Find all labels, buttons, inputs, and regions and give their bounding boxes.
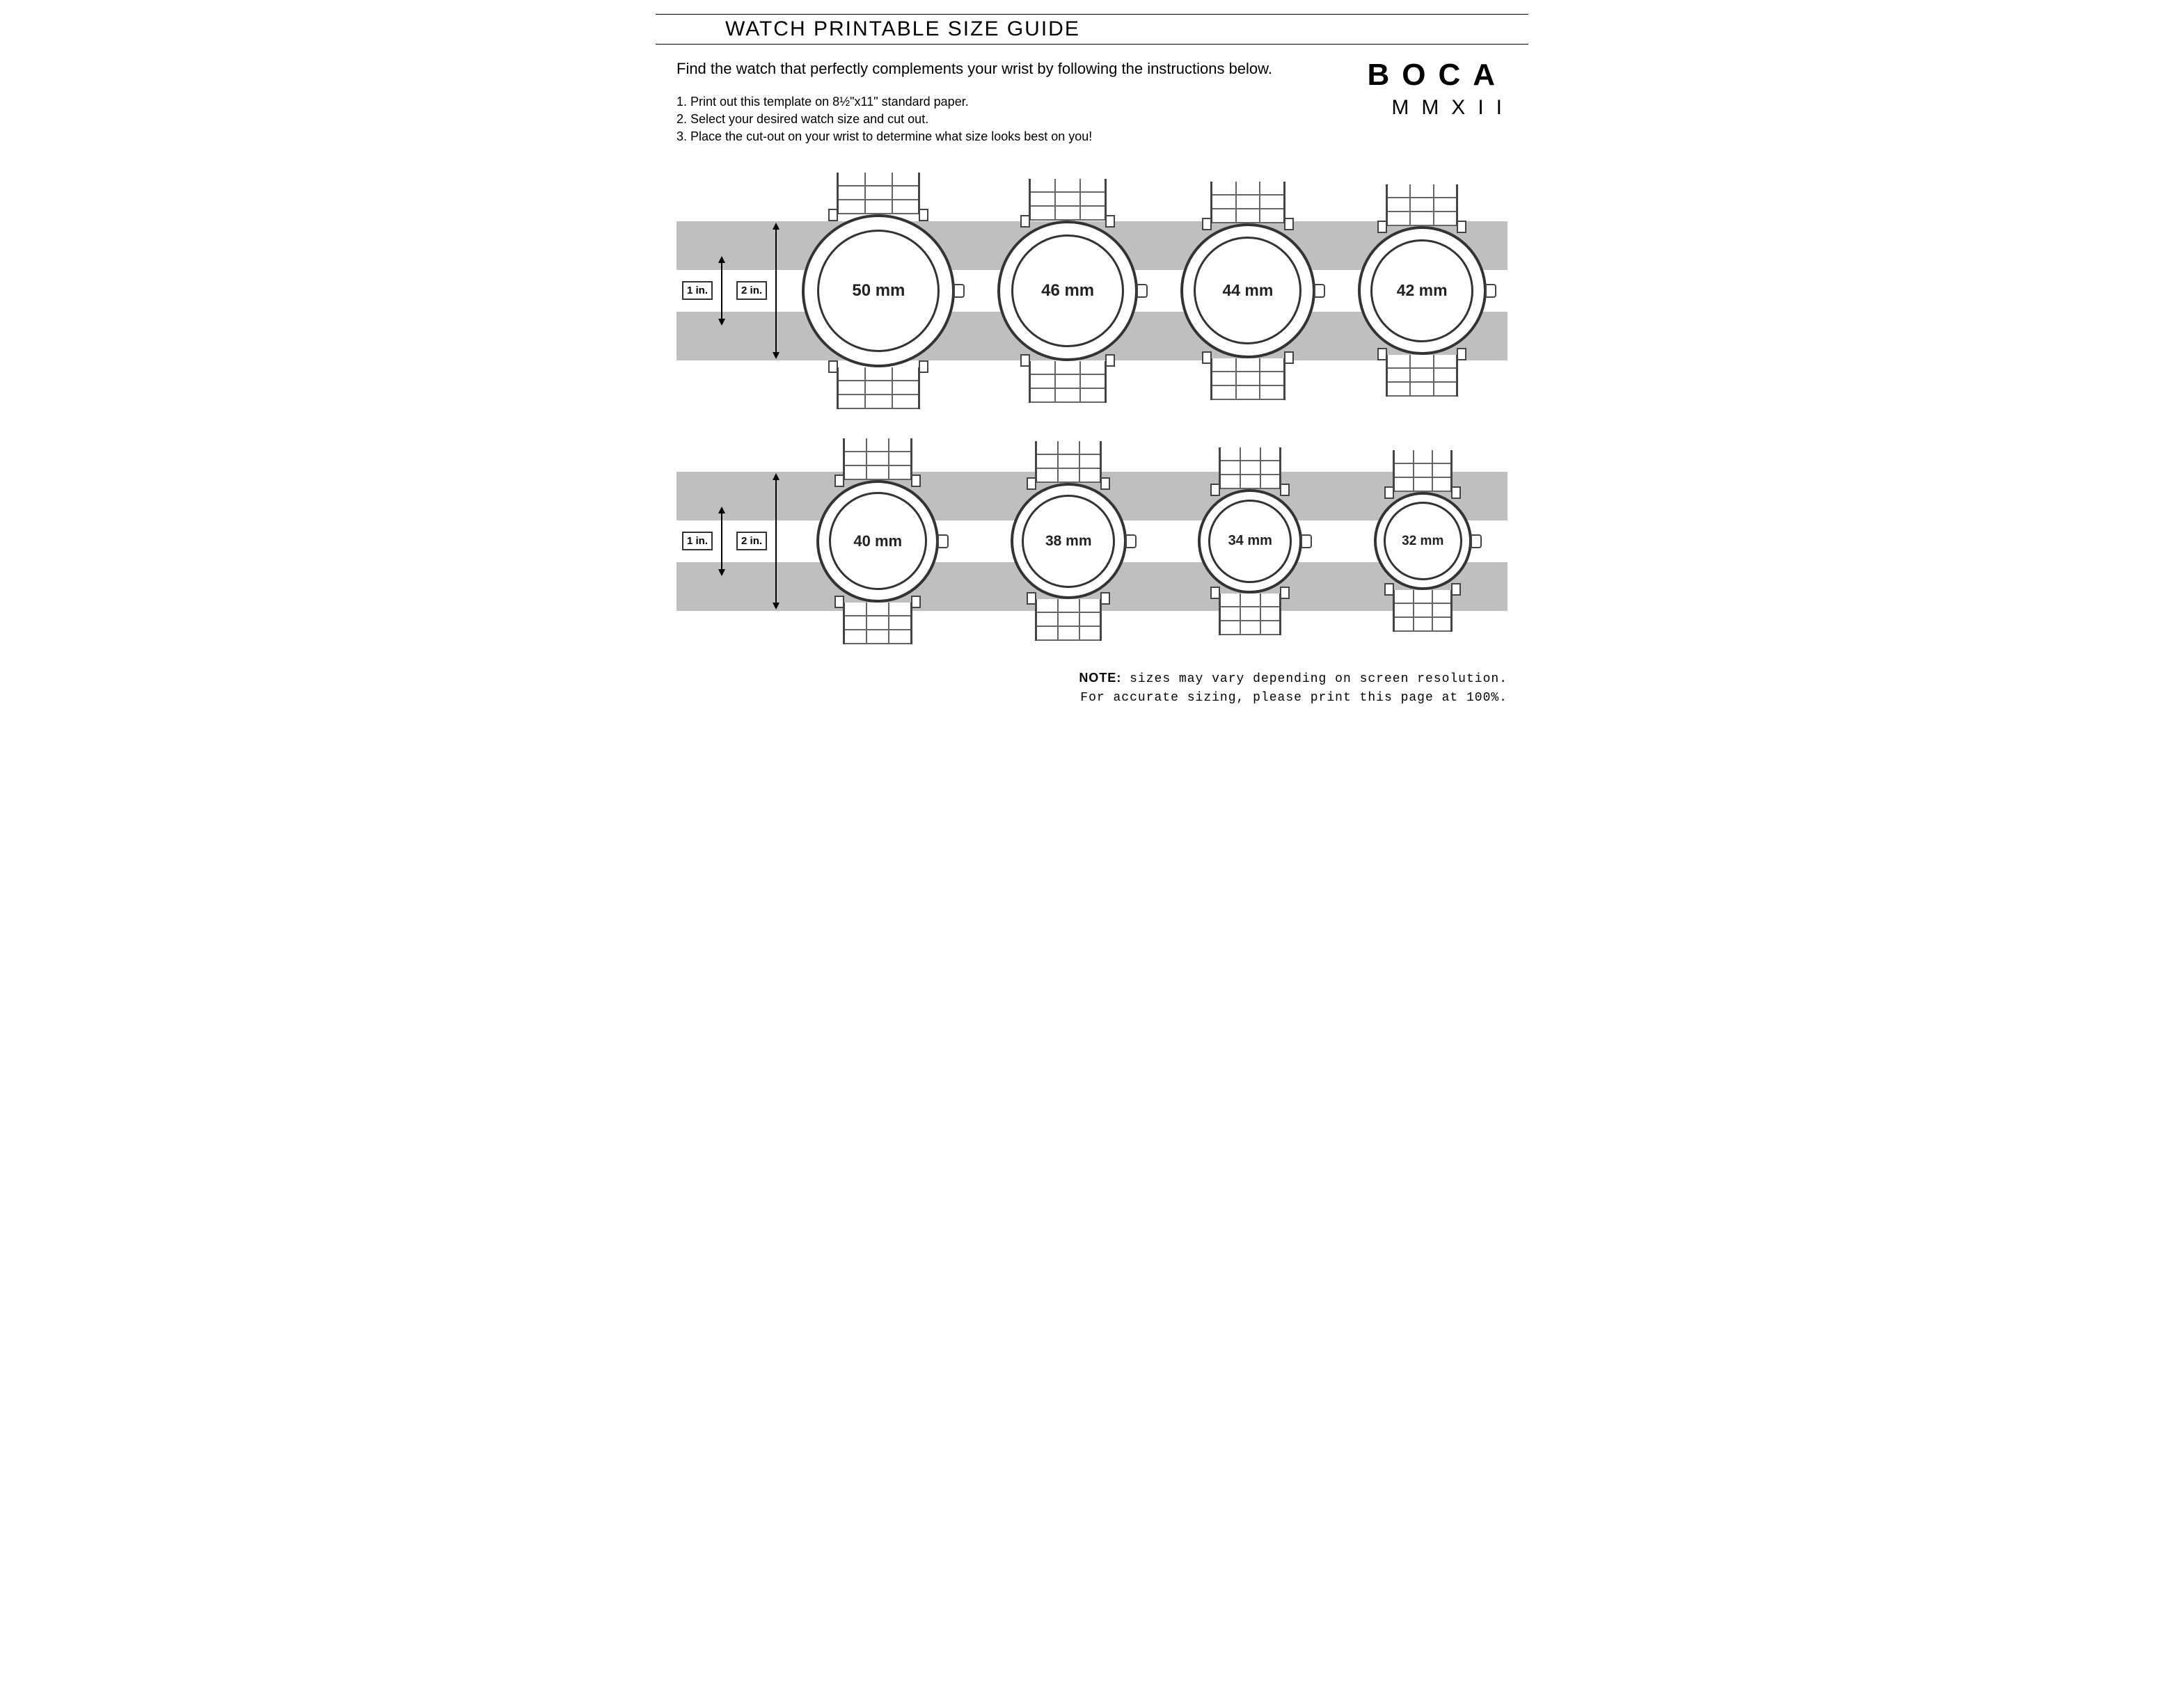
watch-dial: 50 mm [817,230,940,352]
size-row: 1 in. 2 in. 50 mm 46 mm 44 mm 42 mm [676,173,1508,409]
watch: 40 mm [816,438,939,644]
watch-size-label: 42 mm [1397,281,1448,300]
watch: 44 mm [1180,182,1315,400]
watch-dial: 32 mm [1384,502,1462,580]
watch-face-wrap: 40 mm [816,480,939,603]
crown-icon [1485,284,1496,298]
ruler-label: 2 in. [736,532,767,550]
watch-bezel: 32 mm [1374,492,1472,590]
watch: 32 mm [1374,450,1472,632]
crown-icon [1471,534,1482,548]
ruler-group: 1 in. 2 in. [676,423,774,660]
watch-size-label: 44 mm [1222,281,1273,300]
crown-icon [1137,284,1148,298]
watch-face-wrap: 42 mm [1358,226,1487,355]
watch-bezel: 44 mm [1180,223,1315,358]
intro-steps: 1. Print out this template on 8½"x11" st… [676,93,1272,146]
watch-face-wrap: 46 mm [997,221,1138,361]
watch-face-wrap: 32 mm [1374,492,1472,590]
watch-band [837,367,920,409]
watch-bezel: 40 mm [816,480,939,603]
watch: 38 mm [1011,441,1127,641]
watch-face-wrap: 34 mm [1198,489,1302,594]
crown-icon [1125,534,1137,548]
watch-band [1035,441,1102,483]
ruler-arrow-icon [717,508,727,575]
note-line-2: For accurate sizing, please print this p… [1080,691,1508,705]
watch-band [1386,355,1458,397]
watch: 34 mm [1198,447,1302,635]
watch-band [1219,594,1281,635]
crown-icon [1314,284,1325,298]
ruler-label: 2 in. [736,281,767,300]
size-rows: 1 in. 2 in. 50 mm 46 mm 44 mm 42 mm 1 in. 2 in.… [642,173,1542,660]
crown-icon [1301,534,1312,548]
watch-face-wrap: 44 mm [1180,223,1315,358]
watch-band [843,438,912,480]
note-label: NOTE: [1079,671,1121,685]
watch-bezel: 34 mm [1198,489,1302,594]
watch-group: 40 mm 38 mm 34 mm 32 mm [781,423,1508,660]
footnote: NOTE: sizes may vary depending on screen… [642,660,1542,707]
step-1: 1. Print out this template on 8½"x11" st… [676,93,1272,111]
watch-band [1035,599,1102,641]
watch-dial: 46 mm [1011,234,1124,347]
intro-copy: Find the watch that perfectly complement… [676,60,1272,146]
ruler-arrow-icon [771,475,781,608]
brand-logo: BOCA MMXII [1367,60,1508,118]
watch-dial: 40 mm [829,492,927,590]
watch-band [837,173,920,214]
watch-band [843,603,912,644]
ruler-arrow-icon [771,224,781,358]
watch: 46 mm [997,179,1138,403]
watch-group: 50 mm 46 mm 44 mm 42 mm [781,173,1508,409]
watch-band [1210,358,1285,400]
watch-size-label: 46 mm [1041,281,1094,301]
watch-dial: 34 mm [1208,500,1292,583]
ruler-label: 1 in. [682,532,713,550]
intro-section: Find the watch that perfectly complement… [642,45,1542,159]
brand-line-2: MMXII [1367,97,1514,118]
ruler: 2 in. [736,475,781,608]
watch-bezel: 38 mm [1011,483,1127,599]
watch-band [1029,361,1107,403]
ruler-group: 1 in. 2 in. [676,173,774,409]
step-3: 3. Place the cut-out on your wrist to de… [676,128,1272,145]
watch-dial: 44 mm [1194,237,1301,344]
watch: 42 mm [1358,184,1487,397]
watch-face-wrap: 38 mm [1011,483,1127,599]
watch-band [1029,179,1107,221]
watch-dial: 42 mm [1370,239,1473,342]
ruler: 1 in. [682,257,727,324]
watch-band [1219,447,1281,489]
watch-size-label: 40 mm [853,532,902,550]
watch-face-wrap: 50 mm [802,214,955,367]
watch-bezel: 46 mm [997,221,1138,361]
ruler: 1 in. [682,508,727,575]
watch-band [1393,450,1453,492]
watch-dial: 38 mm [1022,495,1115,588]
page-title: WATCH PRINTABLE SIZE GUIDE [642,15,1542,44]
note-line-1: sizes may vary depending on screen resol… [1121,672,1508,686]
crown-icon [953,284,965,298]
size-row: 1 in. 2 in. 40 mm 38 mm 34 mm 32 mm [676,423,1508,660]
watch-band [1386,184,1458,226]
watch-band [1210,182,1285,223]
watch-size-label: 32 mm [1402,534,1443,549]
ruler-arrow-icon [717,257,727,324]
watch-bezel: 50 mm [802,214,955,367]
watch-size-label: 50 mm [852,281,905,301]
intro-lead: Find the watch that perfectly complement… [676,60,1272,78]
ruler: 2 in. [736,224,781,358]
brand-line-1: BOCA [1367,60,1508,90]
watch-size-label: 38 mm [1045,533,1092,550]
ruler-label: 1 in. [682,281,713,300]
crown-icon [937,534,949,548]
watch: 50 mm [802,173,955,409]
step-2: 2. Select your desired watch size and cu… [676,111,1272,128]
watch-band [1393,590,1453,632]
watch-bezel: 42 mm [1358,226,1487,355]
watch-size-label: 34 mm [1228,533,1272,549]
